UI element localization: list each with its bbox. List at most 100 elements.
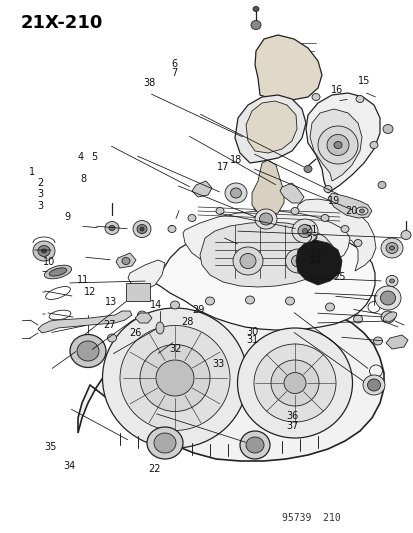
Ellipse shape	[156, 322, 164, 334]
Ellipse shape	[240, 431, 269, 459]
Polygon shape	[295, 240, 341, 285]
Polygon shape	[309, 109, 361, 181]
Text: 11: 11	[76, 276, 89, 285]
Text: 22: 22	[147, 464, 160, 474]
Text: 24: 24	[309, 256, 321, 266]
Ellipse shape	[302, 229, 307, 233]
Text: 3: 3	[38, 189, 43, 199]
Ellipse shape	[38, 246, 50, 256]
Ellipse shape	[374, 286, 400, 310]
Polygon shape	[254, 35, 321, 100]
Polygon shape	[199, 222, 333, 287]
Ellipse shape	[285, 249, 310, 273]
Ellipse shape	[188, 214, 195, 222]
Ellipse shape	[362, 375, 384, 395]
Ellipse shape	[245, 437, 263, 453]
Polygon shape	[135, 313, 152, 323]
Ellipse shape	[102, 308, 247, 448]
Text: 14: 14	[150, 300, 162, 310]
Text: 9: 9	[64, 213, 70, 222]
Ellipse shape	[44, 265, 71, 279]
Ellipse shape	[382, 125, 392, 133]
Ellipse shape	[380, 311, 394, 323]
Ellipse shape	[333, 141, 341, 149]
Polygon shape	[245, 101, 296, 153]
Ellipse shape	[233, 247, 262, 275]
Ellipse shape	[367, 379, 380, 391]
Text: 21: 21	[304, 225, 317, 235]
Ellipse shape	[77, 341, 99, 361]
Ellipse shape	[240, 254, 255, 269]
Ellipse shape	[271, 360, 318, 406]
Ellipse shape	[105, 222, 119, 235]
Ellipse shape	[154, 433, 176, 453]
Text: 35: 35	[44, 442, 57, 451]
Ellipse shape	[358, 209, 363, 213]
Ellipse shape	[168, 225, 176, 232]
Text: 21X-210: 21X-210	[21, 14, 103, 32]
Text: 36: 36	[285, 411, 298, 421]
Ellipse shape	[107, 334, 116, 342]
Bar	[126, 283, 150, 301]
Text: 19: 19	[327, 197, 339, 206]
Ellipse shape	[311, 93, 319, 101]
Ellipse shape	[291, 255, 304, 267]
Ellipse shape	[245, 296, 254, 304]
Ellipse shape	[147, 427, 183, 459]
Text: 26: 26	[129, 328, 142, 337]
Ellipse shape	[205, 297, 214, 305]
Ellipse shape	[353, 239, 361, 246]
Ellipse shape	[254, 209, 276, 229]
Ellipse shape	[400, 230, 410, 239]
Text: 3: 3	[38, 201, 43, 211]
Ellipse shape	[250, 20, 260, 29]
Polygon shape	[183, 211, 349, 271]
Ellipse shape	[140, 344, 209, 411]
Ellipse shape	[377, 182, 385, 189]
Ellipse shape	[389, 246, 394, 250]
Ellipse shape	[389, 279, 394, 283]
Ellipse shape	[224, 183, 247, 203]
Ellipse shape	[170, 301, 179, 309]
Ellipse shape	[385, 243, 397, 254]
Ellipse shape	[283, 373, 305, 393]
Text: 23: 23	[309, 249, 321, 259]
Ellipse shape	[285, 297, 294, 305]
Ellipse shape	[380, 238, 402, 258]
Text: 38: 38	[142, 78, 155, 88]
Polygon shape	[305, 93, 379, 193]
Text: 12: 12	[84, 287, 96, 297]
Text: 4: 4	[78, 152, 83, 161]
Ellipse shape	[353, 315, 362, 323]
Ellipse shape	[355, 95, 363, 102]
Polygon shape	[78, 303, 383, 461]
Ellipse shape	[133, 221, 151, 238]
Ellipse shape	[303, 166, 311, 173]
Ellipse shape	[323, 185, 331, 192]
Text: 5: 5	[91, 152, 97, 161]
Ellipse shape	[254, 205, 261, 212]
Polygon shape	[116, 253, 136, 268]
Text: 18: 18	[229, 155, 242, 165]
Text: 30: 30	[246, 327, 258, 336]
Polygon shape	[327, 193, 371, 218]
Ellipse shape	[254, 344, 335, 422]
Text: 16: 16	[330, 85, 342, 94]
Ellipse shape	[230, 188, 241, 198]
Text: 31: 31	[246, 335, 258, 345]
Ellipse shape	[373, 337, 382, 345]
Text: 25: 25	[332, 272, 345, 282]
Ellipse shape	[380, 291, 394, 305]
Ellipse shape	[317, 126, 357, 164]
Text: 20: 20	[344, 206, 356, 215]
Ellipse shape	[140, 227, 144, 231]
Text: 32: 32	[169, 344, 182, 353]
Text: 27: 27	[103, 320, 116, 330]
Text: 2: 2	[37, 179, 44, 188]
Text: 34: 34	[63, 462, 76, 471]
Text: 13: 13	[104, 297, 117, 306]
Ellipse shape	[216, 207, 223, 214]
Ellipse shape	[33, 241, 55, 261]
Ellipse shape	[49, 268, 66, 276]
Ellipse shape	[355, 207, 367, 215]
